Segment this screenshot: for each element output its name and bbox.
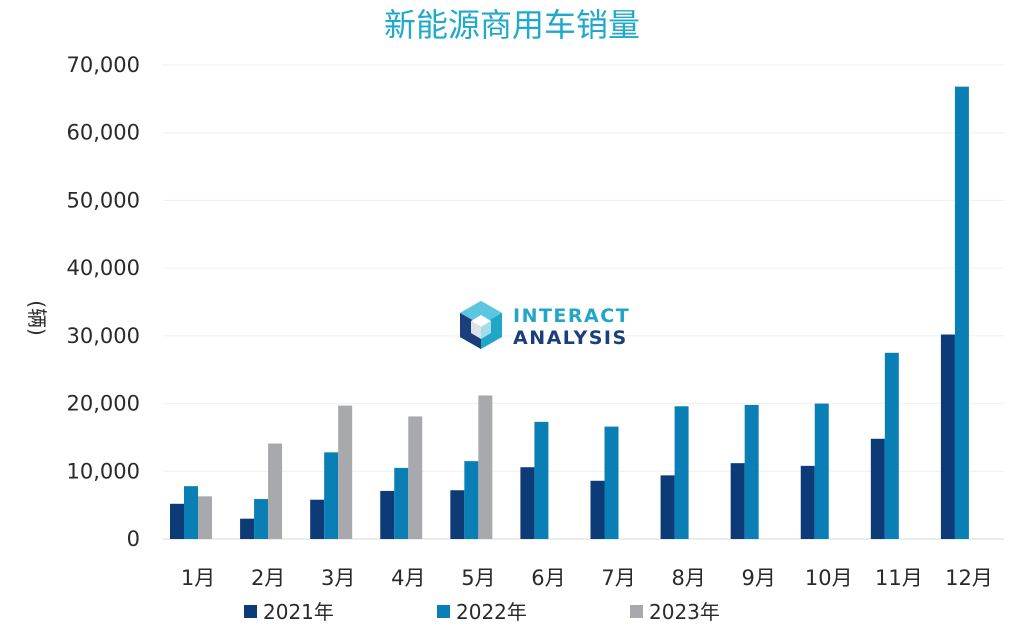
x-tick-label: 10月 bbox=[805, 566, 853, 590]
bar bbox=[520, 467, 535, 539]
legend: 2021年 2022年 2023年 bbox=[244, 600, 720, 624]
bar bbox=[800, 465, 815, 539]
y-axis-ticks: 0 10,000 20,000 30,000 40,000 50,000 60,000 70,… bbox=[67, 53, 140, 551]
legend-label: 2022年 bbox=[456, 600, 527, 624]
gridlines bbox=[163, 64, 1004, 540]
bar bbox=[268, 443, 283, 539]
y-tick-label: 70,000 bbox=[67, 53, 140, 77]
bar bbox=[184, 486, 198, 539]
x-tick-label: 7月 bbox=[601, 566, 635, 590]
bar bbox=[170, 503, 184, 539]
bar bbox=[464, 461, 479, 539]
bar bbox=[338, 405, 353, 539]
y-tick-label: 60,000 bbox=[67, 121, 140, 145]
x-tick-label: 8月 bbox=[671, 566, 705, 590]
y-tick-label: 30,000 bbox=[67, 324, 140, 348]
x-tick-label: 1月 bbox=[181, 566, 215, 590]
bar bbox=[254, 499, 269, 539]
bar bbox=[240, 518, 255, 539]
x-tick-label: 11月 bbox=[875, 566, 923, 590]
x-tick-label: 5月 bbox=[461, 566, 495, 590]
bar bbox=[590, 480, 605, 539]
interact-analysis-watermark: INTERACT ANALYSIS bbox=[460, 301, 630, 349]
bar-series bbox=[170, 86, 969, 539]
bar bbox=[198, 496, 212, 539]
bar bbox=[604, 426, 619, 539]
legend-swatch bbox=[244, 605, 257, 618]
bar bbox=[394, 467, 409, 539]
bar bbox=[954, 86, 969, 539]
y-tick-label: 10,000 bbox=[67, 459, 140, 483]
y-tick-label: 40,000 bbox=[67, 256, 140, 280]
x-tick-label: 3月 bbox=[321, 566, 355, 590]
x-tick-label: 6月 bbox=[531, 566, 565, 590]
bar bbox=[450, 490, 465, 539]
bar bbox=[870, 438, 885, 539]
legend-label: 2023年 bbox=[649, 600, 720, 624]
bar bbox=[940, 334, 955, 539]
bar bbox=[408, 416, 423, 539]
x-axis-ticks: 1月 2月 3月 4月 5月 6月 7月 8月 9月 10月 11月 12月 bbox=[181, 566, 993, 590]
y-tick-label: 20,000 bbox=[67, 392, 140, 416]
interact-analysis-logo-icon bbox=[460, 301, 502, 349]
bar bbox=[730, 463, 745, 539]
bar bbox=[380, 490, 395, 539]
legend-label: 2021年 bbox=[263, 600, 334, 624]
y-tick-label: 50,000 bbox=[67, 188, 140, 212]
bar bbox=[744, 404, 759, 539]
x-tick-label: 4月 bbox=[391, 566, 425, 590]
bar bbox=[884, 352, 899, 539]
x-tick-label: 9月 bbox=[742, 566, 776, 590]
x-tick-label: 2月 bbox=[251, 566, 285, 590]
y-axis-label: (辆) bbox=[25, 300, 49, 336]
x-tick-label: 12月 bbox=[945, 566, 993, 590]
watermark-line-1: INTERACT bbox=[513, 305, 630, 327]
bar bbox=[814, 403, 829, 539]
y-tick-label: 0 bbox=[127, 527, 140, 551]
watermark-line-2: ANALYSIS bbox=[513, 327, 628, 349]
bar bbox=[534, 421, 549, 539]
bar bbox=[478, 395, 493, 539]
chart-title: 新能源商用车销量 bbox=[384, 6, 640, 44]
bar bbox=[310, 499, 325, 539]
legend-swatch bbox=[630, 605, 643, 618]
bar bbox=[674, 406, 689, 539]
bar bbox=[660, 475, 675, 539]
bar bbox=[324, 452, 339, 539]
legend-swatch bbox=[437, 605, 450, 618]
